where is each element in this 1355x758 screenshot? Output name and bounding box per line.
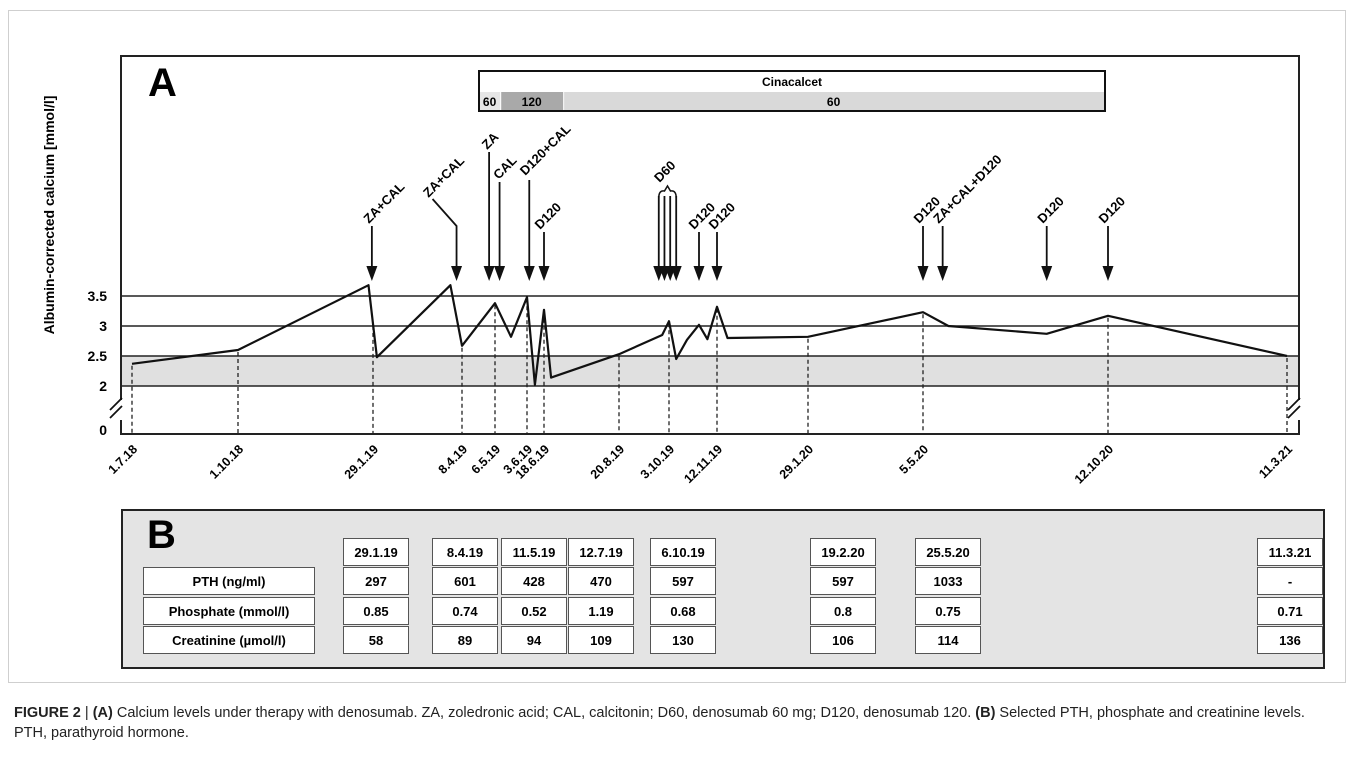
table-cell: 0.71 [1257,597,1323,625]
arrow-head [366,266,377,281]
table-cell: 130 [650,626,716,654]
table-cell: 0.52 [501,597,567,625]
normal-range-band [122,356,1298,386]
x-tick-label: 8.4.19 [436,442,471,477]
row-label: Creatinine (µmol/l) [143,626,315,654]
caption-a-tag: (A) [93,705,113,721]
arrow-head [539,266,550,281]
y-tick-labels: 0 2 2.5 3 3.5 [88,288,108,438]
x-tick-label: 1.7.18 [106,442,141,477]
table-cell: 109 [568,626,634,654]
annotation-label: D120 [1034,194,1067,227]
y-axis-label: Albumin-corrected calcium [mmol/l] [41,96,57,335]
annotation-label: ZA [479,129,502,152]
d60-brace [659,186,676,198]
column-date-header: 19.2.20 [810,538,876,566]
arrow-head [484,266,495,281]
arrow-head [918,266,929,281]
arrow-head [494,266,505,281]
column-date-header: 12.7.19 [568,538,634,566]
column-date-header: 8.4.19 [432,538,498,566]
table-cell: 94 [501,626,567,654]
table-cell: 0.68 [650,597,716,625]
x-tick-label: 29.1.19 [342,442,381,481]
annotation-label: D60 [651,158,678,185]
column-date-header: 11.5.19 [501,538,567,566]
cinacalcet-title: Cinacalcet [762,75,822,89]
panel-b-letter: B [147,513,176,558]
arrow-head [937,266,948,281]
annotation-label: CAL [490,153,520,183]
column-date-header: 11.3.21 [1257,538,1323,566]
annotation-label: ZA+CAL [420,153,467,200]
x-tick-label: 20.8.19 [588,442,627,481]
axis-break [110,398,1302,420]
table-cell: 601 [432,567,498,595]
column-date-header: 6.10.19 [650,538,716,566]
column-date-header: 29.1.19 [343,538,409,566]
caption-separator: | [81,705,93,721]
y-tick-label: 3 [99,318,107,334]
table-cell: 89 [432,626,498,654]
x-tick-label: 5.5.20 [897,442,932,477]
x-tick-label: 12.11.19 [681,442,725,486]
annotation-label: D120 [1096,194,1129,227]
annotation-label: D120+CAL [517,121,574,178]
lab-values-table: B PTH (ng/ml) Phosphate (mmol/l) Creatinin… [121,509,1325,669]
x-tick-labels: 1.7.18 1.10.18 29.1.19 8.4.196.5.193.6.1918… [106,442,1296,486]
reference-lines [121,296,1299,386]
figure-caption: FIGURE 2 | (A) Calcium levels under ther… [14,703,1339,743]
table-cell: - [1257,567,1323,595]
panel-a-letter: A [148,61,177,105]
caption-figure-number: FIGURE 2 [14,705,81,721]
y-tick-label: 2 [99,378,107,394]
cinacalcet-dose-label: 120 [522,95,542,109]
arrow-head [1103,266,1114,281]
table-cell: 58 [343,626,409,654]
table-cell: 597 [810,567,876,595]
row-label: Phosphate (mmol/l) [143,597,315,625]
x-tick-label: 3.10.19 [638,442,677,481]
caption-b-tag: (B) [975,705,995,721]
table-cell: 136 [1257,626,1323,654]
cinacalcet-dose-label: 60 [827,95,841,109]
table-cell: 597 [650,567,716,595]
table-cell: 114 [915,626,981,654]
arrow-head [712,266,723,281]
x-tick-label: 1.10.18 [207,442,246,481]
table-cell: 1.19 [568,597,634,625]
table-cell: 0.74 [432,597,498,625]
table-cell: 297 [343,567,409,595]
treatment-arrow [433,199,457,267]
table-cell: 470 [568,567,634,595]
annotation-label: ZA+CAL+D120 [930,152,1004,226]
row-label: PTH (ng/ml) [143,567,315,595]
table-cell: 0.75 [915,597,981,625]
arrow-head [524,266,535,281]
annotation-label: ZA+CAL [360,179,407,226]
y-tick-label: 0 [99,422,107,438]
cinacalcet-bar: Cinacalcet 60 120 60 [479,71,1105,111]
table-cell: 0.85 [343,597,409,625]
table-cell: 0.8 [810,597,876,625]
x-tick-label: 6.5.19 [469,442,504,477]
cinacalcet-dose-label: 60 [483,95,497,109]
table-cell: 428 [501,567,567,595]
calcium-chart: A Albumin-corrected calcium [mmol/l] Cin… [0,0,1355,500]
table-cell: 106 [810,626,876,654]
table-cell: 1033 [915,567,981,595]
column-date-header: 25.5.20 [915,538,981,566]
arrow-head [451,266,462,281]
arrow-head [1041,266,1052,281]
arrow-head [694,266,705,281]
x-tick-label: 12.10.20 [1072,442,1116,486]
y-tick-label: 3.5 [88,288,108,304]
y-tick-label: 2.5 [88,348,108,364]
x-tick-label: 29.1.20 [777,442,816,481]
x-tick-label: 11.3.21 [1256,442,1295,481]
caption-a-text: Calcium levels under therapy with denosu… [113,705,975,721]
annotation-label: D120 [532,200,565,233]
